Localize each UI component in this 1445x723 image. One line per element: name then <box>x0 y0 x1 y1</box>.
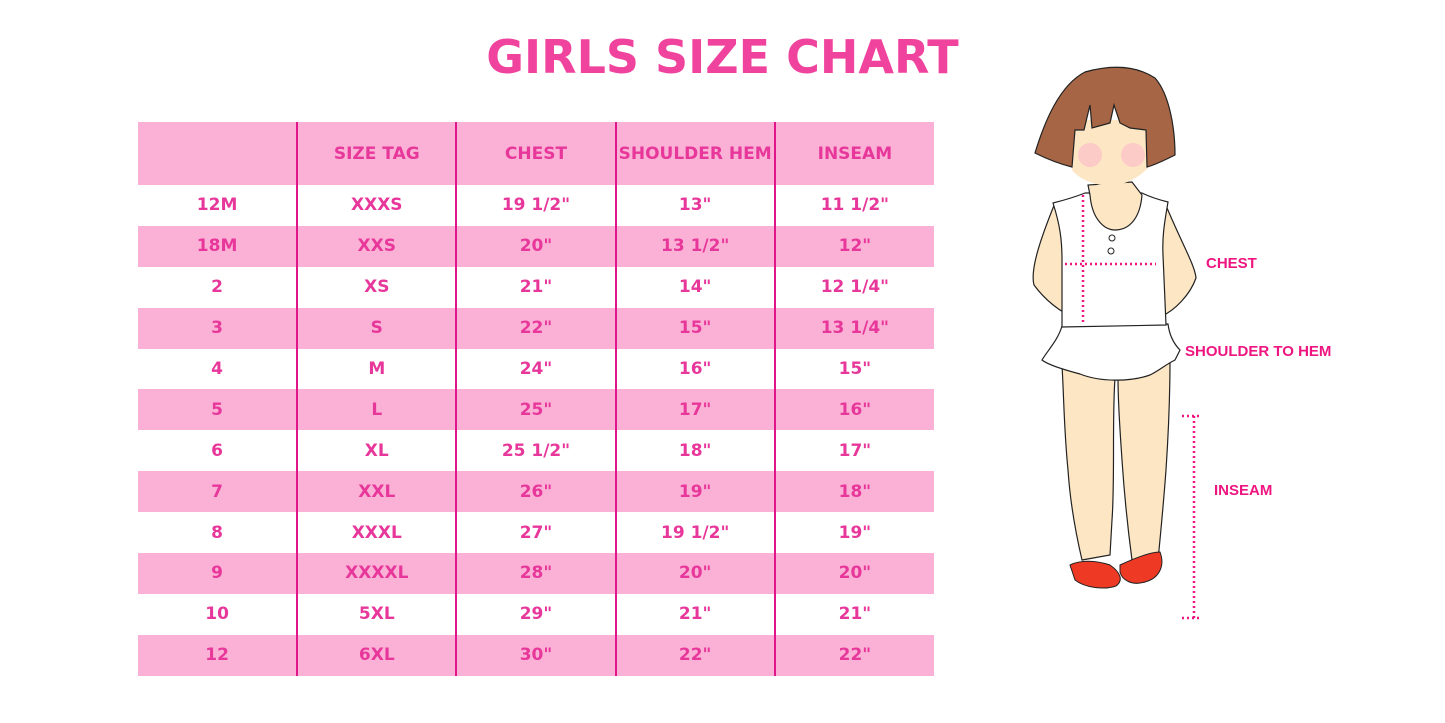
table-cell: 4 <box>138 348 298 390</box>
table-cell: 7 <box>138 471 298 513</box>
table-cell: 13" <box>614 185 775 226</box>
table-cell: 21" <box>455 266 616 308</box>
table-cell: 19" <box>773 512 934 554</box>
title-text: GIRLS SIZE CHART <box>486 30 959 84</box>
column-header: SHOULDER HEM <box>614 122 775 185</box>
column-header: INSEAM <box>773 122 934 185</box>
table-row: 12 6XL 30" 22" 22" <box>138 634 934 676</box>
table-cell: M <box>296 348 457 390</box>
table-cell: 15" <box>614 307 775 349</box>
table-cell: 20" <box>455 225 616 267</box>
table-cell: 13 1/4" <box>773 307 934 349</box>
inseam-label: INSEAM <box>1214 482 1273 499</box>
table-cell: 2 <box>138 266 298 308</box>
table-cell: XL <box>296 430 457 472</box>
table-cell: 22" <box>455 307 616 349</box>
table-cell: 19 1/2" <box>614 512 775 554</box>
table-cell: 8 <box>138 512 298 554</box>
size-chart-table: SIZE TAG CHEST SHOULDER HEM INSEAM 12M XXXS 1… <box>138 122 934 676</box>
table-cell: 12 <box>138 634 298 676</box>
table-row: 12M XXXS 19 1/2" 13" 11 1/2" <box>138 185 934 226</box>
table-cell: 25" <box>455 389 616 431</box>
table-cell: 28" <box>455 553 616 594</box>
table-row: 5 L 25" 17" 16" <box>138 389 934 431</box>
table-row: 3 S 22" 15" 13 1/4" <box>138 307 934 349</box>
table-row: 9 XXXXL 28" 20" 20" <box>138 553 934 594</box>
table-cell: 17" <box>614 389 775 431</box>
table-cell: 12" <box>773 225 934 267</box>
table-cell: 10 <box>138 593 298 635</box>
column-header: SIZE TAG <box>296 122 457 185</box>
table-cell: 13 1/2" <box>614 225 775 267</box>
table-cell: 21" <box>773 593 934 635</box>
table-cell: 20" <box>614 553 775 594</box>
table-cell: 5 <box>138 389 298 431</box>
table-row: 8 XXXL 27" 19 1/2" 19" <box>138 512 934 554</box>
table-cell: L <box>296 389 457 431</box>
table-cell: 12M <box>138 185 298 226</box>
table-cell: XXXS <box>296 185 457 226</box>
table-cell: 9 <box>138 553 298 594</box>
table-cell: XXL <box>296 471 457 513</box>
table-cell: 16" <box>614 348 775 390</box>
table-cell: 29" <box>455 593 616 635</box>
table-cell: 20" <box>773 553 934 594</box>
table-cell: 16" <box>773 389 934 431</box>
table-cell: 27" <box>455 512 616 554</box>
table-cell: XXXXL <box>296 553 457 594</box>
table-row: 7 XXL 26" 19" 18" <box>138 471 934 513</box>
table-cell: S <box>296 307 457 349</box>
table-cell: 6 <box>138 430 298 472</box>
table-cell: 19 1/2" <box>455 185 616 226</box>
chest-label: CHEST <box>1206 255 1257 272</box>
table-cell: 30" <box>455 634 616 676</box>
table-row: 6 XL 25 1/2" 18" 17" <box>138 430 934 472</box>
table-cell: XXXL <box>296 512 457 554</box>
table-row: 2 XS 21" 14" 12 1/4" <box>138 266 934 308</box>
table-cell: 6XL <box>296 634 457 676</box>
table-cell: 22" <box>773 634 934 676</box>
table-cell: 26" <box>455 471 616 513</box>
table-cell: 18M <box>138 225 298 267</box>
table-cell: 24" <box>455 348 616 390</box>
table-cell: 12 1/4" <box>773 266 934 308</box>
table-cell: XS <box>296 266 457 308</box>
table-cell: 15" <box>773 348 934 390</box>
table-cell: 11 1/2" <box>773 185 934 226</box>
table-cell: 14" <box>614 266 775 308</box>
table-cell: 17" <box>773 430 934 472</box>
table-row: 18M XXS 20" 13 1/2" 12" <box>138 225 934 267</box>
table-cell: 18" <box>614 430 775 472</box>
table-cell: 19" <box>614 471 775 513</box>
table-cell: 18" <box>773 471 934 513</box>
girl-figure-icon <box>1032 66 1201 620</box>
table-cell: 3 <box>138 307 298 349</box>
shoulder-to-hem-label: SHOULDER TO HEM <box>1185 343 1332 360</box>
table-row: 10 5XL 29" 21" 21" <box>138 593 934 635</box>
page-title: GIRLS SIZE CHART <box>0 30 1445 84</box>
table-cell: 5XL <box>296 593 457 635</box>
girl-illustration <box>1020 60 1380 660</box>
table-header-row: SIZE TAG CHEST SHOULDER HEM INSEAM <box>138 122 934 185</box>
table-cell: XXS <box>296 225 457 267</box>
column-header: CHEST <box>455 122 616 185</box>
table-cell: 22" <box>614 634 775 676</box>
table-cell: 25 1/2" <box>455 430 616 472</box>
table-cell: 21" <box>614 593 775 635</box>
column-header <box>138 122 298 185</box>
table-row: 4 M 24" 16" 15" <box>138 348 934 390</box>
